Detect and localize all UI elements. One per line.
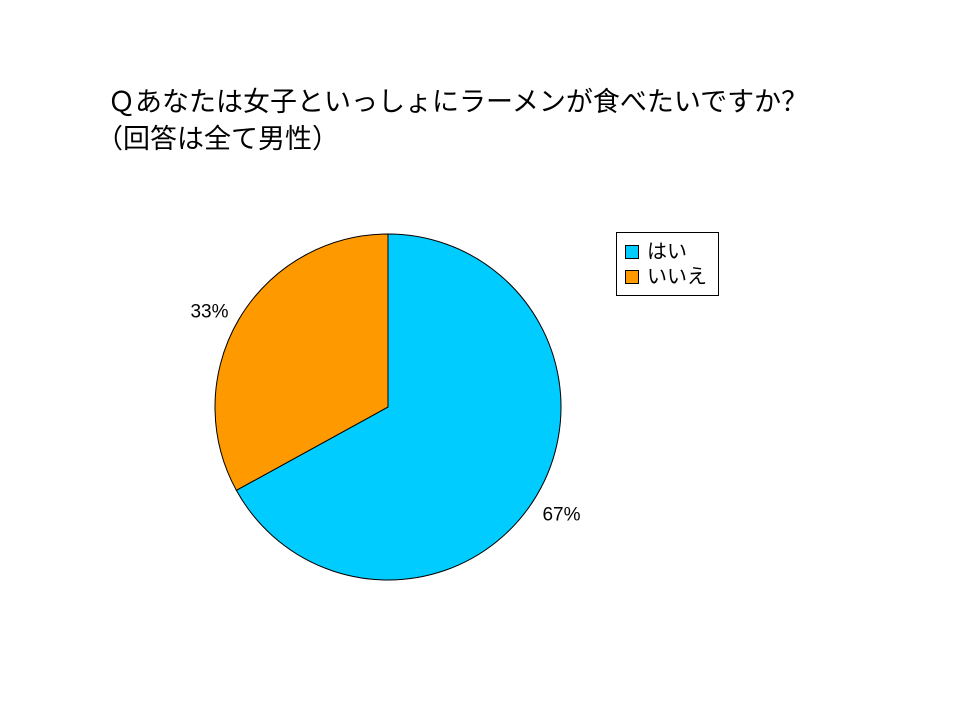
chart-title-line-2: （回答は全て男性） bbox=[96, 124, 339, 155]
legend: はい いいえ bbox=[616, 232, 719, 296]
pie-slice-no bbox=[214, 233, 389, 492]
legend-swatch-yes bbox=[625, 244, 639, 259]
chart-title: Ｑあなたは女子といっしょにラーメンが食べたいですか？ （回答は全て男性） bbox=[96, 84, 908, 158]
legend-item-yes: はい bbox=[625, 239, 718, 264]
pie-data-labels: 67% 33% bbox=[190, 301, 580, 525]
legend-item-no: いいえ bbox=[625, 264, 718, 289]
chart-title-line-1: Ｑあなたは女子といっしょにラーメンが食べたいですか？ bbox=[108, 87, 809, 118]
data-label-yes: 67% bbox=[542, 505, 580, 526]
pie-slices bbox=[214, 233, 562, 581]
legend-label-no: いいえ bbox=[647, 264, 707, 288]
legend-swatch-no bbox=[625, 269, 639, 284]
data-label-no: 33% bbox=[190, 301, 228, 322]
pie-slice-yes bbox=[235, 233, 562, 581]
legend-label-yes: はい bbox=[647, 239, 687, 263]
